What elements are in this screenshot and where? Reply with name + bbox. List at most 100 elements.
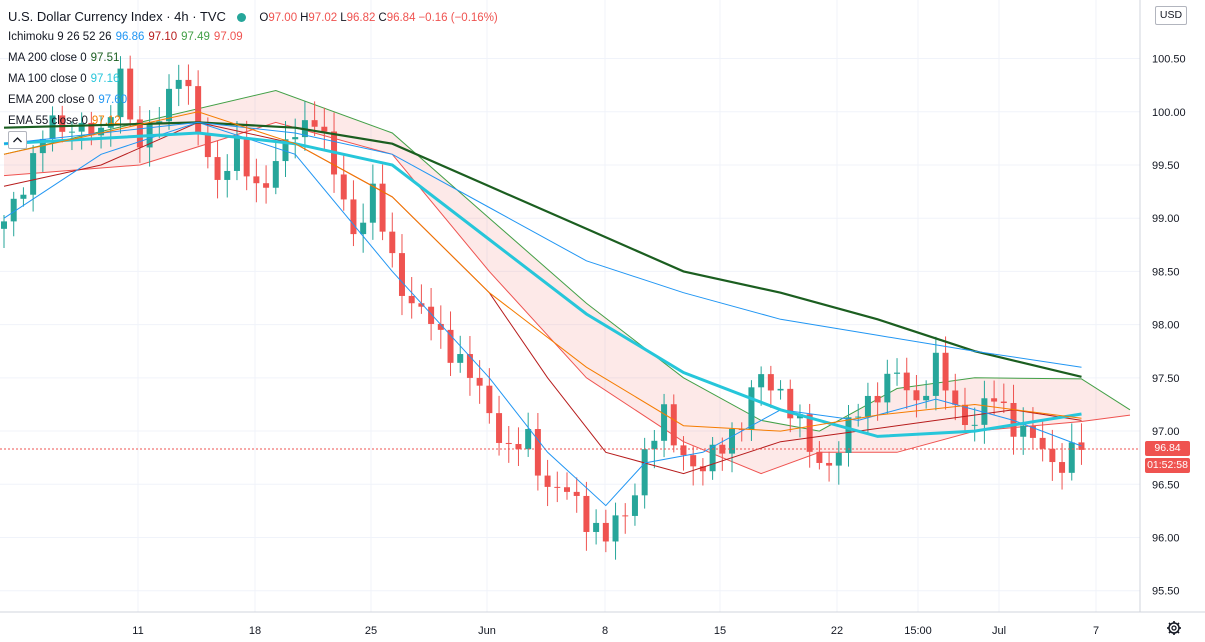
candle-body xyxy=(447,329,454,363)
candle-body xyxy=(903,372,910,391)
price-tick-label: 99.50 xyxy=(1152,160,1180,172)
candle-body xyxy=(321,126,328,132)
candle-body xyxy=(826,462,833,466)
candle-body xyxy=(787,388,794,419)
candle-body xyxy=(175,79,182,89)
price-tick-label: 98.00 xyxy=(1152,320,1180,332)
chevron-up-icon xyxy=(13,137,22,143)
market-status-icon xyxy=(237,13,247,23)
price-tick-label: 100.00 xyxy=(1152,107,1186,119)
candle-body xyxy=(185,79,192,87)
indicator-value: 96.86 xyxy=(115,31,145,43)
candle-body xyxy=(379,183,386,232)
candle-body xyxy=(10,198,17,222)
candle-body xyxy=(107,117,114,128)
indicator-label: MA 200 close 0 xyxy=(8,52,87,64)
candle-body xyxy=(88,122,95,136)
time-axis: 11 18 25 Jun 8 15 22 15:00 Jul 7 xyxy=(132,625,1099,637)
kijun-line xyxy=(3,121,1082,475)
ohlc-value: 96.82 xyxy=(346,12,376,24)
ichimoku-cloud xyxy=(3,89,1131,475)
candle-body xyxy=(631,495,638,516)
candle-body xyxy=(583,495,590,532)
symbol-title[interactable]: U.S. Dollar Currency Index · 4h · TVC xyxy=(8,9,226,24)
candle-body xyxy=(476,377,483,386)
currency-button[interactable]: USD xyxy=(1155,6,1187,25)
last-price-tag: 96.84 xyxy=(1145,441,1190,456)
candle-body xyxy=(835,452,842,466)
candle-body xyxy=(398,253,405,296)
candle-body xyxy=(486,385,493,414)
ohlc-key: O xyxy=(259,12,269,24)
indicator-value: 97.51 xyxy=(90,52,120,64)
price-tick-label: 96.00 xyxy=(1152,532,1180,544)
candle-body xyxy=(661,404,668,441)
ohlc-value: −0.16 (−0.16%) xyxy=(418,12,498,24)
candle-body xyxy=(816,451,823,463)
candle-body xyxy=(350,199,357,235)
ma-100-close-0-line xyxy=(3,131,1082,438)
candle-body xyxy=(360,222,367,235)
candle-body xyxy=(272,161,279,188)
price-tick-label: 98.50 xyxy=(1152,266,1180,278)
candle-body xyxy=(942,352,949,391)
ma-200-close-0-line xyxy=(3,121,1082,378)
candle-body xyxy=(699,466,706,472)
indicator-value: 97.09 xyxy=(213,31,243,43)
candle-body xyxy=(777,388,784,391)
indicator-row[interactable]: EMA 200 close 0 97.60 xyxy=(8,90,501,111)
collapse-legend-button[interactable] xyxy=(8,131,27,149)
ohlc-values: O97.00 H97.02 L96.82 C96.84 −0.16 (−0.16%) xyxy=(259,12,500,24)
candles xyxy=(1,55,1085,560)
candle-body xyxy=(748,387,755,430)
price-tick-label: 100.50 xyxy=(1152,54,1186,66)
candle-body xyxy=(622,515,629,517)
indicator-lines xyxy=(3,111,1082,507)
candle-body xyxy=(1020,425,1027,437)
indicator-row[interactable]: MA 100 close 0 97.16 xyxy=(8,69,501,90)
ohlc-key: L xyxy=(340,12,347,24)
candle-body xyxy=(418,303,425,307)
candle-body xyxy=(981,398,988,425)
candle-body xyxy=(369,183,376,223)
tenkan-line xyxy=(3,121,1082,507)
candle-body xyxy=(311,120,318,127)
ohlc-value: 97.00 xyxy=(268,12,298,24)
candle-body xyxy=(864,395,871,417)
candle-body xyxy=(263,183,270,188)
indicator-label: EMA 55 close 0 xyxy=(8,115,88,127)
candle-body xyxy=(30,153,37,195)
time-tick-label: 25 xyxy=(365,625,377,637)
symbol-row: U.S. Dollar Currency Index · 4h · TVC O9… xyxy=(8,6,501,27)
indicator-value: 97.49 xyxy=(181,31,210,43)
indicator-row[interactable]: Ichimoku 9 26 52 26 96.86 97.10 97.49 97.09 xyxy=(8,27,501,48)
candle-body xyxy=(1049,448,1056,463)
candle-body xyxy=(408,295,415,304)
candle-body xyxy=(214,157,221,180)
indicator-list: Ichimoku 9 26 52 26 96.86 97.10 97.49 97.09 M… xyxy=(8,27,501,132)
candle-body xyxy=(457,354,464,363)
indicator-value: 97.60 xyxy=(98,94,128,106)
indicator-label: MA 100 close 0 xyxy=(8,73,87,85)
candle-body xyxy=(389,231,396,254)
candle-body xyxy=(78,122,85,132)
senkou-span-a-line xyxy=(3,89,1131,432)
candle-body xyxy=(612,515,619,542)
candle-body xyxy=(437,323,444,330)
candle-body xyxy=(1010,402,1017,437)
candle-body xyxy=(534,429,541,476)
price-tick-label: 95.50 xyxy=(1152,586,1180,598)
candle-body xyxy=(127,68,134,120)
candle-body xyxy=(593,522,600,532)
chart-grid xyxy=(0,0,1140,612)
gear-icon[interactable] xyxy=(1166,620,1182,636)
bar-countdown-tag: 01:52:58 xyxy=(1145,458,1190,473)
candle-body xyxy=(243,138,250,177)
candle-body xyxy=(224,170,231,180)
cloud-fill xyxy=(4,90,1130,474)
ema-55-close-0-line xyxy=(3,111,1082,432)
price-tick-label: 97.50 xyxy=(1152,373,1180,385)
indicator-row[interactable]: EMA 55 close 0 97.12 xyxy=(8,111,501,132)
indicator-row[interactable]: MA 200 close 0 97.51 xyxy=(8,48,501,69)
